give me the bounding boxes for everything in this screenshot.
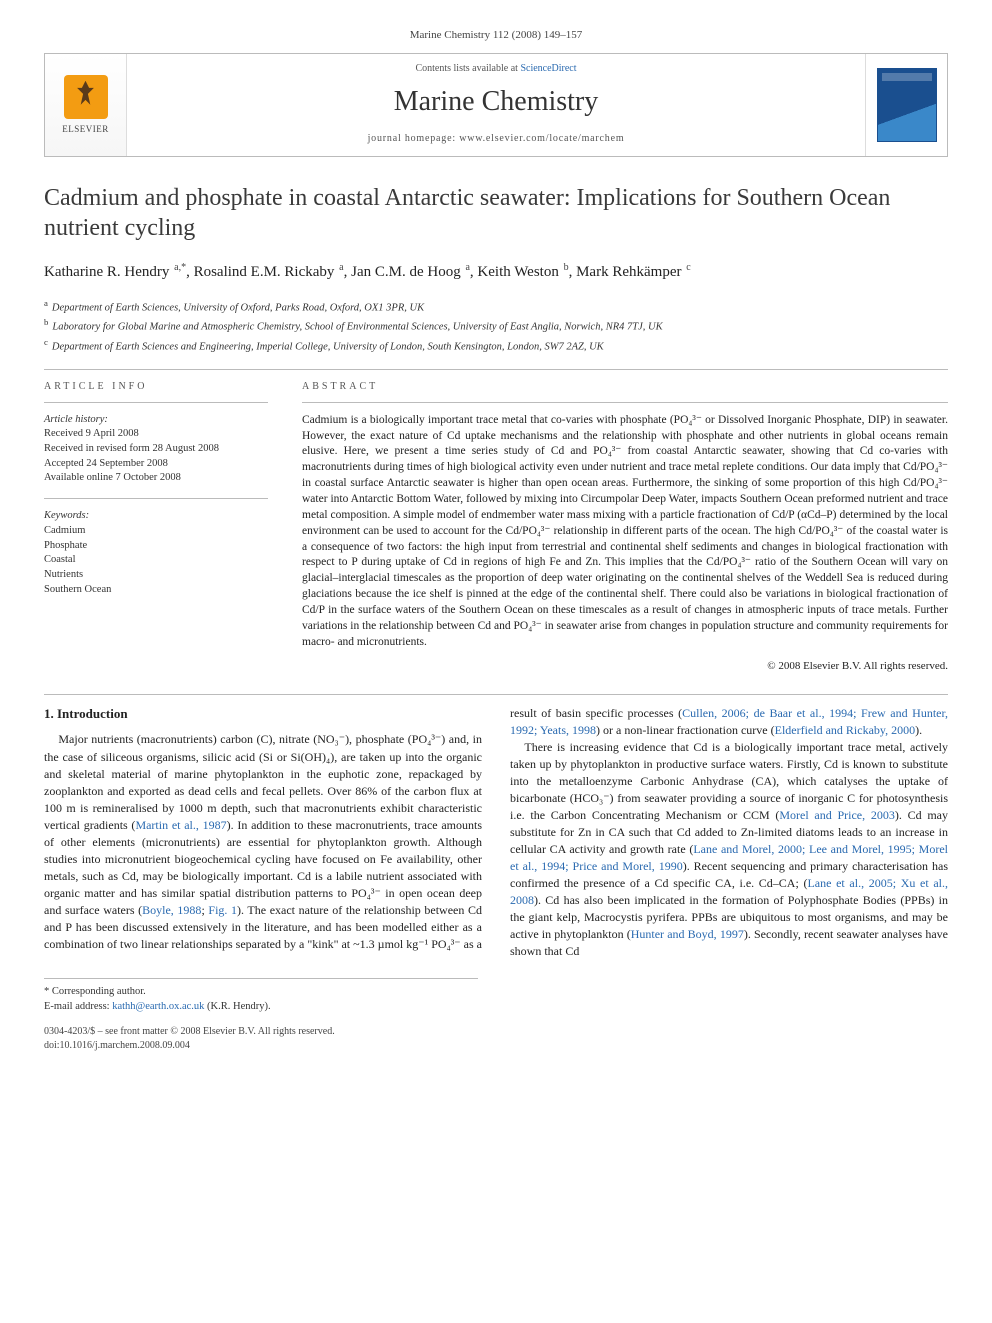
- publisher-name: ELSEVIER: [62, 123, 109, 136]
- journal-name: Marine Chemistry: [127, 82, 865, 121]
- journal-homepage: journal homepage: www.elsevier.com/locat…: [127, 132, 865, 146]
- abstract-copyright: © 2008 Elsevier B.V. All rights reserved…: [302, 659, 948, 674]
- article-title: Cadmium and phosphate in coastal Antarct…: [44, 183, 948, 243]
- page-footer: 0304-4203/$ – see front matter © 2008 El…: [44, 1025, 948, 1053]
- affiliation-line: aDepartment of Earth Sciences, Universit…: [44, 297, 948, 316]
- keywords-label: Keywords:: [44, 509, 268, 524]
- citation-link[interactable]: Hunter and Boyd, 1997: [631, 927, 744, 941]
- author-email[interactable]: kathh@earth.ox.ac.uk: [112, 1001, 204, 1012]
- article-info-heading: ARTICLE INFO: [44, 380, 268, 394]
- contents-line: Contents lists available at ScienceDirec…: [127, 62, 865, 76]
- keyword: Nutrients: [44, 568, 268, 583]
- email-tail: (K.R. Hendry).: [204, 1001, 270, 1012]
- body-paragraph: There is increasing evidence that Cd is …: [510, 739, 948, 960]
- section-divider: [44, 369, 948, 370]
- history-line: Received 9 April 2008: [44, 427, 268, 442]
- journal-cover-thumb: [865, 54, 947, 155]
- section-divider: [302, 402, 948, 403]
- citation-link[interactable]: Elderfield and Rickaby, 2000: [775, 723, 916, 737]
- figure-link[interactable]: Fig. 1: [208, 903, 237, 917]
- history-line: Accepted 24 September 2008: [44, 457, 268, 472]
- history-label: Article history:: [44, 413, 268, 428]
- author-list: Katharine R. Hendry a,*, Rosalind E.M. R…: [44, 261, 948, 283]
- doi-line: doi:10.1016/j.marchem.2008.09.004: [44, 1039, 948, 1053]
- corresponding-author-footnote: * Corresponding author. E-mail address: …: [44, 978, 478, 1014]
- affiliation-line: bLaboratory for Global Marine and Atmosp…: [44, 316, 948, 335]
- section-divider: [44, 498, 268, 499]
- abstract: ABSTRACT Cadmium is a biologically impor…: [302, 380, 948, 674]
- running-head: Marine Chemistry 112 (2008) 149–157: [44, 28, 948, 43]
- history-line: Received in revised form 28 August 2008: [44, 442, 268, 457]
- keyword: Southern Ocean: [44, 583, 268, 598]
- keyword: Coastal: [44, 553, 268, 568]
- abstract-text: Cadmium is a biologically important trac…: [302, 413, 948, 651]
- sciencedirect-link[interactable]: ScienceDirect: [520, 63, 576, 74]
- history-line: Available online 7 October 2008: [44, 471, 268, 486]
- keyword: Cadmium: [44, 524, 268, 539]
- article-info: ARTICLE INFO Article history: Received 9…: [44, 380, 268, 674]
- citation-link[interactable]: Boyle, 1988: [142, 903, 201, 917]
- contents-line-pre: Contents lists available at: [415, 63, 520, 74]
- body-text: 1. Introduction Major nutrients (macronu…: [44, 705, 948, 960]
- corresponding-label: * Corresponding author.: [44, 985, 478, 1000]
- section-heading-introduction: 1. Introduction: [44, 705, 482, 723]
- keyword: Phosphate: [44, 539, 268, 554]
- section-divider: [44, 694, 948, 695]
- email-label: E-mail address:: [44, 1001, 112, 1012]
- citation-link[interactable]: Morel and Price, 2003: [779, 808, 895, 822]
- affiliations: aDepartment of Earth Sciences, Universit…: [44, 297, 948, 355]
- publisher-logo: ELSEVIER: [45, 54, 127, 155]
- section-divider: [44, 402, 268, 403]
- journal-header: ELSEVIER Contents lists available at Sci…: [44, 53, 948, 156]
- front-matter-line: 0304-4203/$ – see front matter © 2008 El…: [44, 1025, 948, 1039]
- citation-link[interactable]: Martin et al., 1987: [135, 818, 226, 832]
- abstract-heading: ABSTRACT: [302, 380, 948, 394]
- affiliation-line: cDepartment of Earth Sciences and Engine…: [44, 336, 948, 355]
- elsevier-tree-icon: [64, 75, 108, 119]
